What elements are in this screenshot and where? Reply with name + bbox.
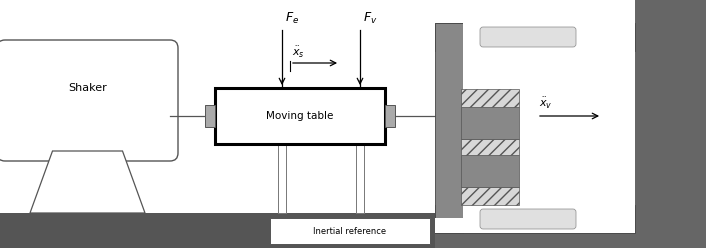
FancyBboxPatch shape xyxy=(480,209,576,229)
Bar xyxy=(461,107,519,139)
Text: $F_v$: $F_v$ xyxy=(363,11,378,26)
Text: Shaker: Shaker xyxy=(68,83,107,93)
Bar xyxy=(356,88,364,213)
Bar xyxy=(435,23,635,51)
Text: Moving table: Moving table xyxy=(266,111,334,121)
Bar xyxy=(215,88,385,144)
Bar xyxy=(463,205,635,233)
Bar xyxy=(278,88,286,213)
Bar xyxy=(463,23,635,233)
Bar xyxy=(435,205,635,233)
Bar xyxy=(0,213,642,248)
Bar xyxy=(435,23,463,233)
Bar xyxy=(205,105,215,127)
Bar xyxy=(461,155,519,187)
Bar xyxy=(635,0,706,248)
Polygon shape xyxy=(30,151,145,213)
Bar xyxy=(435,218,635,233)
Bar xyxy=(270,218,430,244)
Text: $F_e$: $F_e$ xyxy=(285,11,299,26)
Bar xyxy=(461,89,519,107)
Bar xyxy=(385,105,395,127)
FancyBboxPatch shape xyxy=(0,40,178,161)
Text: $\ddot{x}_s$: $\ddot{x}_s$ xyxy=(292,45,305,60)
Text: Inertial reference: Inertial reference xyxy=(313,226,387,236)
Bar xyxy=(435,233,706,248)
Bar xyxy=(461,139,519,155)
Text: $\ddot{x}_v$: $\ddot{x}_v$ xyxy=(539,96,553,111)
Bar xyxy=(461,187,519,205)
Bar xyxy=(463,51,635,205)
FancyBboxPatch shape xyxy=(480,27,576,47)
